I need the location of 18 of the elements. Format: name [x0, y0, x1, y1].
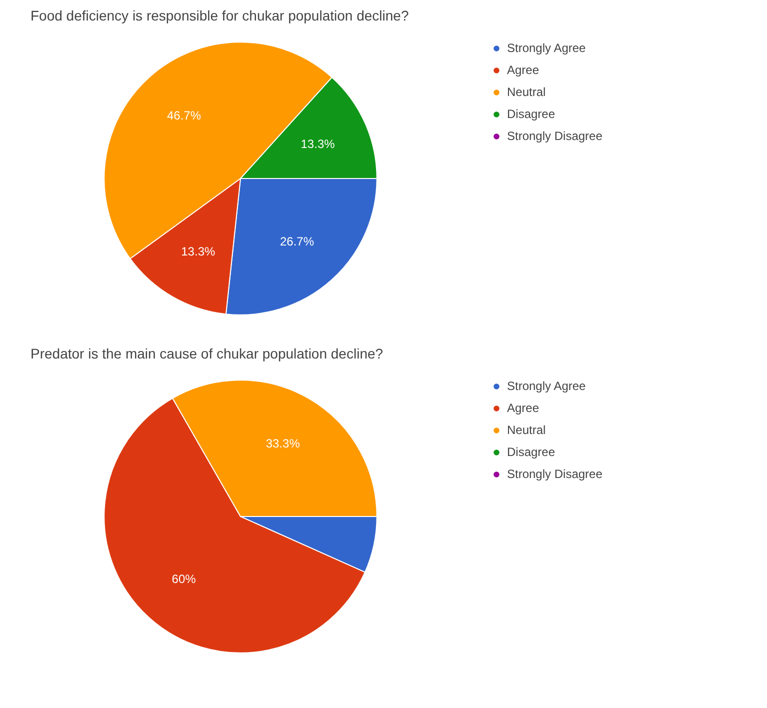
data-label: 33.3% — [266, 436, 300, 450]
data-label: 46.7% — [166, 108, 202, 123]
legend-label: Strongly Disagree — [507, 467, 602, 481]
data-label: 60% — [172, 572, 196, 586]
legend-label: Agree — [507, 401, 540, 415]
legend-label: Neutral — [507, 85, 546, 99]
legend-label: Strongly Agree — [507, 379, 586, 393]
legend-label: Strongly Disagree — [507, 129, 602, 143]
legend-label: Strongly Agree — [507, 41, 586, 55]
chart-title: Food deficiency is responsible for chukar population decline? — [30, 8, 409, 24]
legend-label: Agree — [507, 63, 540, 77]
legend-label: Disagree — [507, 445, 556, 459]
chart-title: Predator is the main cause of chukar population decline? — [30, 346, 384, 362]
data-label: 13.3% — [300, 137, 336, 152]
legend-label: Neutral — [507, 423, 546, 437]
legend-label: Disagree — [507, 107, 556, 121]
data-label: 26.7% — [280, 234, 314, 248]
data-label: 13.3% — [181, 244, 216, 259]
